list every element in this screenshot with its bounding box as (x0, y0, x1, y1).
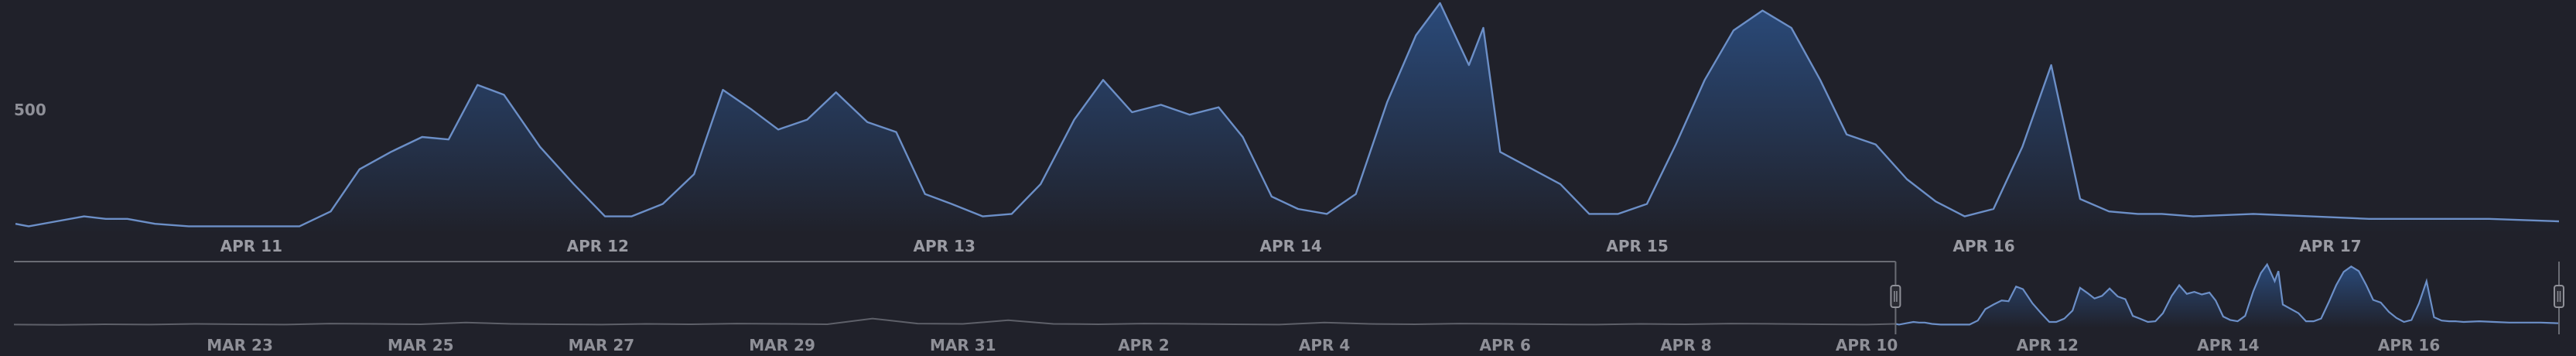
main-series-area[interactable] (15, 3, 2559, 234)
navigator-x-tick-label: APR 6 (1480, 336, 1531, 354)
navigator-series-area[interactable] (1895, 264, 2559, 328)
x-tick-label: APR 12 (567, 237, 629, 255)
main-x-axis: APR 11 APR 12 APR 13 APR 14 APR 15 APR 16 APR … (220, 237, 2362, 255)
main-series-line[interactable] (15, 2, 2560, 228)
navigator-selection[interactable] (1890, 262, 2564, 334)
x-tick-label: APR 13 (914, 237, 975, 255)
x-tick-label: APR 16 (1952, 237, 2014, 255)
navigator-x-tick-label: MAR 27 (569, 336, 635, 354)
navigator-x-tick-label: MAR 25 (388, 336, 454, 354)
navigator-x-tick-label: MAR 31 (930, 336, 996, 354)
y-tick-label: 500 (14, 101, 46, 119)
x-tick-label: APR 11 (220, 237, 282, 255)
navigator-x-tick-label: APR 14 (2197, 336, 2259, 354)
navigator-x-tick-label: MAR 23 (207, 336, 273, 354)
main-y-axis: 500 (14, 101, 46, 119)
navigator-x-tick-label: MAR 29 (749, 336, 815, 354)
navigator-x-tick-label: APR 2 (1118, 336, 1169, 354)
navigator-series-line-selected[interactable] (1895, 262, 2560, 326)
left-handle[interactable] (1890, 285, 1901, 308)
navigator-x-tick-label: APR 16 (2378, 336, 2440, 354)
right-handle[interactable] (2554, 285, 2564, 308)
x-tick-label: APR 15 (1606, 237, 1668, 255)
navigator-series-line-unselected[interactable] (13, 317, 1896, 326)
navigator-x-axis: MAR 23 MAR 25 MAR 27 MAR 29 MAR 31 APR 2 APR 4… (207, 336, 2440, 354)
navigator-x-tick-label: APR 8 (1660, 336, 1711, 354)
navigator-x-tick-label: APR 12 (2017, 336, 2079, 354)
x-tick-label: APR 14 (1259, 237, 1321, 255)
navigator-x-tick-label: APR 10 (1836, 336, 1898, 354)
navigator-plot[interactable] (13, 262, 2560, 328)
navigator-x-tick-label: APR 4 (1299, 336, 1350, 354)
main-plot[interactable] (15, 2, 2560, 234)
x-tick-label: APR 17 (2299, 237, 2361, 255)
